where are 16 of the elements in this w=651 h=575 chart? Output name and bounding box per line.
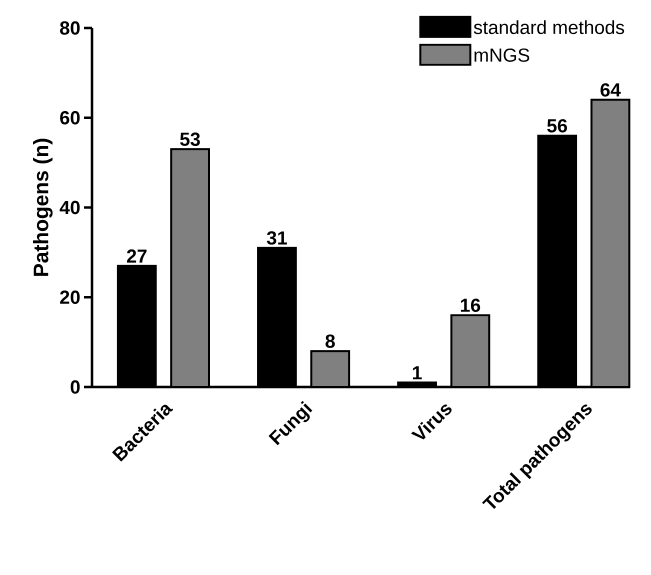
legend-label: mNGS bbox=[474, 48, 530, 62]
data-label: 53 bbox=[180, 132, 200, 146]
y-tick-label: 20 bbox=[60, 290, 80, 304]
data-label: 31 bbox=[266, 231, 287, 245]
data-label: 16 bbox=[460, 298, 480, 312]
y-tick-label: 60 bbox=[60, 111, 80, 124]
data-label: 27 bbox=[126, 249, 147, 263]
data-label: 1 bbox=[412, 366, 422, 380]
legend-label: standard methods bbox=[474, 20, 624, 34]
y-tick-label: 80 bbox=[60, 21, 80, 35]
data-label: 56 bbox=[547, 119, 567, 132]
y-tick-label: 40 bbox=[60, 200, 80, 214]
data-label: 64 bbox=[600, 83, 621, 97]
y-axis-title: Pathogens (n) bbox=[33, 138, 53, 276]
data-label: 8 bbox=[326, 334, 335, 348]
y-tick-label: 0 bbox=[70, 380, 80, 394]
